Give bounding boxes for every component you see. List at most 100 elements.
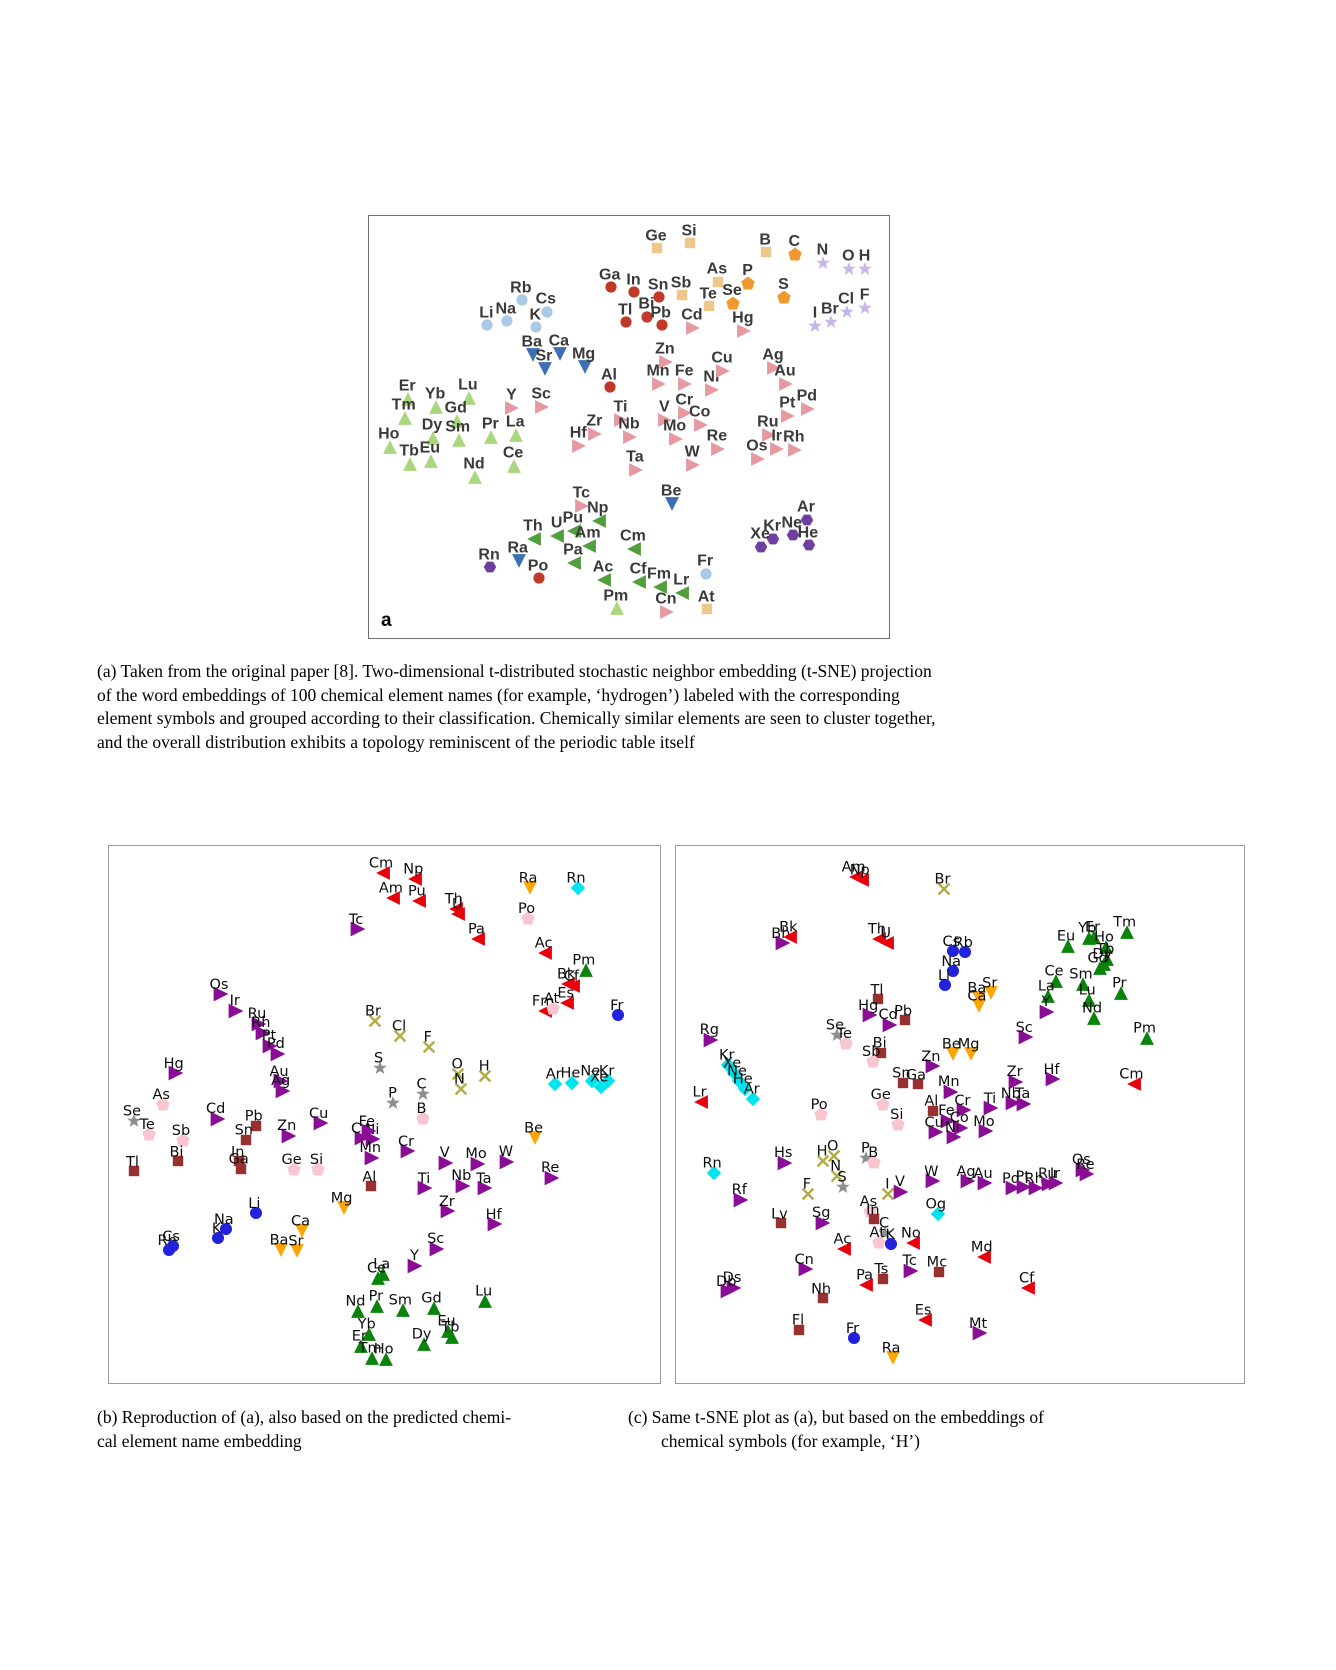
tm-tri-right-marker-icon (750, 452, 765, 467)
point-Ta: Ta (476, 1171, 493, 1196)
point-Pm: Pm (1133, 1021, 1156, 1046)
element-label-Tc: Tc (348, 911, 364, 928)
point-I: I (808, 305, 823, 334)
element-label-Nh: Nh (811, 1281, 832, 1298)
element-label-Sn: Sn (892, 1065, 911, 1082)
point-Tc: Tc (903, 1253, 919, 1279)
element-label-Sc: Sc (1015, 1019, 1033, 1036)
element-label-Mg: Mg (572, 345, 596, 363)
point-Re: Re (1076, 1157, 1095, 1182)
point-Ce: Ce (367, 1260, 386, 1285)
ae-tri-down-marker-icon (665, 496, 680, 511)
act-tri-left-marker-icon (653, 579, 668, 594)
alk-circle-marker-icon (540, 305, 553, 318)
point-Cf: Cf (1019, 1271, 1036, 1295)
point-Si: Si (890, 1107, 905, 1131)
point-Xe: Xe (750, 526, 770, 553)
tm-tri-right-marker-icon (777, 1155, 793, 1171)
md-pent-marker-icon (141, 1127, 156, 1141)
scatter-plot-c: Am Np Br Bh Bk Th U Cs Rb Na Li Ba Sr Ca Eu Yb Er Tm Ho Tb D… (675, 845, 1245, 1384)
element-label-Nb: Nb (1000, 1085, 1021, 1102)
element-label-Sm: Sm (388, 1292, 413, 1309)
tm-tri-right-marker-icon (815, 1215, 831, 1231)
element-label-Sr: Sr (535, 347, 553, 365)
point-Bk: Bk (779, 919, 798, 944)
hal-x-marker-icon (826, 1148, 841, 1163)
tm-tri-right-marker-icon (1039, 1004, 1055, 1020)
point-Tb: Tb (399, 443, 419, 472)
point-Cf: Cf (630, 561, 646, 589)
pt-square-marker-icon (239, 1133, 252, 1146)
element-label-Si: Si (681, 222, 697, 240)
lan-tri-up-marker-icon (1092, 960, 1107, 975)
element-label-Cf: Cf (563, 968, 580, 985)
point-Al: Al (601, 366, 617, 393)
point-Tm: Tm (1113, 915, 1136, 939)
element-label-Ir: Ir (1049, 1165, 1061, 1182)
point-Ba: Ba (522, 334, 542, 362)
element-label-Er: Er (1084, 919, 1101, 936)
point-Xe: Xe (590, 1069, 609, 1094)
point-Pd: Pd (267, 1036, 286, 1062)
point-Eu: Eu (1057, 929, 1075, 953)
point-Bi: Bi (638, 296, 654, 323)
point-Zn: Zn (655, 341, 675, 370)
alk-circle-marker-icon (249, 1206, 263, 1220)
element-label-U: U (550, 514, 563, 532)
element-label-Te: Te (836, 1026, 852, 1042)
pt-square-marker-icon (872, 993, 885, 1006)
element-label-Zr: Zr (438, 1193, 455, 1210)
element-label-Ag: Ag (956, 1163, 976, 1180)
pt-circle-marker-icon (655, 318, 668, 331)
tm-tri-right-marker-icon (429, 1241, 445, 1257)
element-label-Eu: Eu (419, 439, 441, 457)
ae-tri-down-marker-icon (946, 1046, 961, 1061)
point-Se: Se (826, 1018, 844, 1043)
ae-tri-down-marker-icon (290, 1243, 305, 1258)
point-Sm: Sm (389, 1293, 412, 1317)
element-label-Ba: Ba (269, 1232, 289, 1249)
point-U: U (451, 897, 466, 922)
element-label-Zr: Zr (1006, 1064, 1023, 1081)
act-tri-left-marker-icon (783, 929, 798, 944)
pt-circle-marker-icon (628, 285, 641, 298)
point-Fe: Fe (938, 1103, 956, 1129)
element-label-K: K (885, 1226, 896, 1243)
element-label-Yb: Yb (357, 1316, 376, 1333)
point-At: At (870, 1225, 886, 1249)
ae-tri-down-marker-icon (336, 1200, 351, 1215)
tm-tri-right-marker-icon (882, 1017, 898, 1033)
element-label-La: La (1037, 978, 1055, 995)
point-Ir: Ir (1048, 1166, 1064, 1191)
tm-tri-right-marker-icon (350, 921, 366, 937)
element-label-Th: Th (444, 891, 463, 908)
point-Pm: Pm (572, 953, 595, 978)
act-tri-left-marker-icon (538, 945, 553, 960)
md-pent-marker-icon (286, 1162, 301, 1176)
point-Sr: Sr (982, 976, 999, 1001)
element-label-Pa: Pa (467, 921, 485, 938)
element-label-Os: Os (1071, 1152, 1091, 1169)
point-Ba: Ba (967, 981, 986, 1005)
tm-tri-right-marker-icon (956, 1102, 972, 1118)
act-tri-left-marker-icon (550, 528, 565, 543)
point-Nd: Nd (1082, 1001, 1102, 1025)
point-Kr: Kr (763, 518, 781, 545)
tm-tri-right-marker-icon (983, 1100, 999, 1116)
hal-star-marker-icon (839, 304, 854, 319)
point-Tb: Tb (441, 1320, 460, 1344)
element-label-At: At (543, 991, 560, 1008)
element-label-Re: Re (1076, 1156, 1095, 1173)
md-pent-marker-icon (839, 1036, 853, 1050)
point-Fr: Fr (846, 1321, 861, 1345)
alk-circle-marker-icon (699, 567, 712, 580)
tm-tri-right-marker-icon (487, 1216, 503, 1232)
point-Zn: Zn (277, 1118, 297, 1144)
element-label-W: W (924, 1163, 939, 1180)
element-label-Bi: Bi (872, 1035, 887, 1052)
point-Au: Au (774, 363, 796, 391)
element-label-Nb: Nb (451, 1168, 472, 1185)
point-Sc: Sc (1016, 1020, 1034, 1045)
element-label-Fe: Fe (674, 362, 694, 380)
tm-tri-right-marker-icon (943, 1084, 959, 1100)
